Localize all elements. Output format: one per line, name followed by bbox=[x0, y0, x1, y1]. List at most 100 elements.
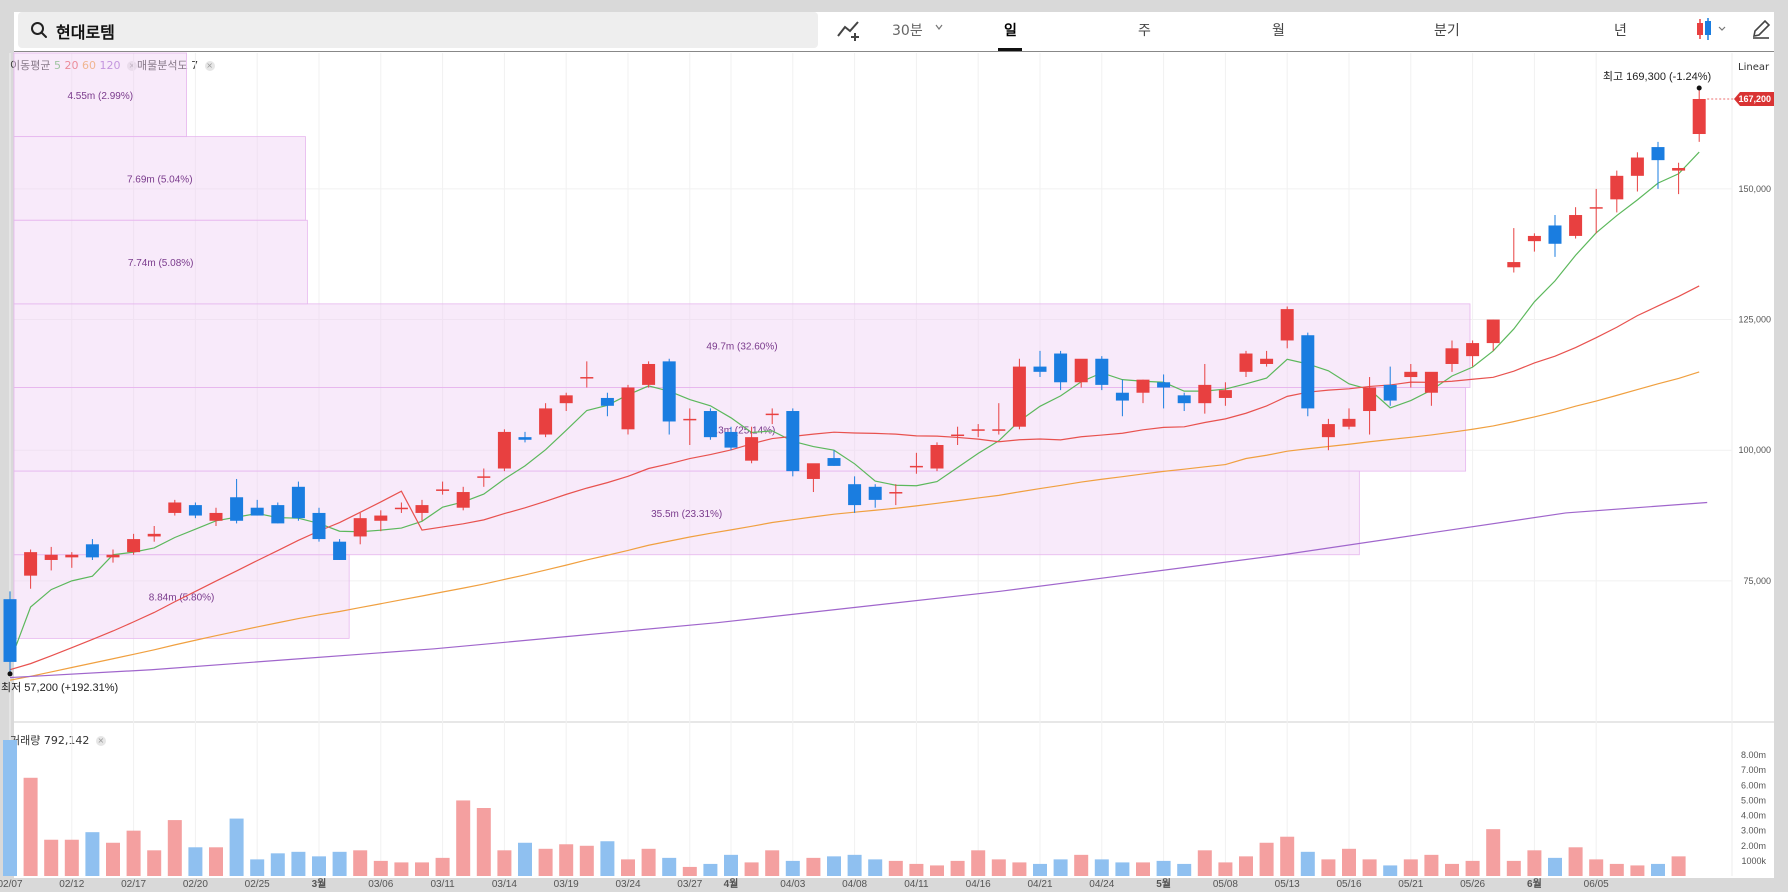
volume-bar bbox=[106, 842, 120, 876]
candle-body bbox=[1177, 395, 1191, 404]
volume-bar bbox=[579, 845, 594, 876]
volume-bar bbox=[270, 853, 285, 876]
candle-body bbox=[1630, 157, 1644, 176]
volume-bar bbox=[682, 866, 697, 876]
volume-bar bbox=[765, 850, 780, 876]
volume-bar bbox=[909, 863, 924, 876]
volume-bar bbox=[888, 860, 903, 876]
candle-body bbox=[1301, 335, 1315, 409]
chevron-down-icon[interactable] bbox=[934, 22, 944, 32]
stock-name[interactable]: 현대로템 bbox=[56, 23, 115, 42]
volume-bar bbox=[1300, 851, 1315, 876]
x-tick-label: 03/19 bbox=[554, 879, 579, 890]
volume-bar bbox=[85, 832, 100, 876]
volume-bar bbox=[497, 850, 512, 876]
x-tick-label: 03/06 bbox=[368, 879, 393, 890]
volume-profile-label: 38.3m (25.14%) bbox=[704, 425, 775, 436]
scale-mode-toggle[interactable]: Linear bbox=[1738, 62, 1770, 73]
candle-body bbox=[44, 554, 58, 560]
tab-day[interactable]: 일 bbox=[1004, 23, 1017, 39]
volume-bar bbox=[312, 856, 326, 876]
high-marker bbox=[1696, 85, 1702, 91]
volume-bar bbox=[662, 857, 677, 876]
candle-body bbox=[250, 507, 264, 516]
ma-5-label: 5 bbox=[53, 59, 61, 72]
pencil-icon[interactable] bbox=[1750, 18, 1772, 40]
close-icon[interactable]: × bbox=[126, 61, 137, 71]
candle-body bbox=[3, 599, 17, 662]
candle-body bbox=[188, 505, 202, 516]
volume-profile-bar bbox=[13, 136, 306, 221]
tab-quarter[interactable]: 분기 bbox=[1434, 23, 1460, 39]
candle-body bbox=[745, 437, 759, 461]
candle-body bbox=[662, 361, 676, 422]
volume-bar bbox=[1671, 856, 1686, 876]
volume-bar bbox=[950, 860, 965, 876]
candle-body bbox=[394, 507, 408, 510]
volume-bar bbox=[1589, 859, 1604, 876]
candle-body bbox=[1342, 418, 1356, 427]
volume-profile-label: 49.7m (32.60%) bbox=[706, 342, 777, 353]
candlestick-icon[interactable] bbox=[1694, 16, 1730, 42]
volume-bar bbox=[559, 844, 574, 876]
volume-label: 거래량 792,142 bbox=[10, 734, 90, 747]
indicator-add-icon[interactable] bbox=[836, 18, 862, 42]
volume-bar bbox=[23, 777, 38, 876]
x-tick-label: 04/03 bbox=[780, 879, 805, 890]
stock-search-box[interactable]: 현대로템 bbox=[18, 12, 818, 48]
x-tick-label: 02/17 bbox=[121, 879, 146, 890]
candle-body bbox=[436, 489, 450, 491]
candle-body bbox=[168, 502, 182, 513]
x-tick-label: 5월 bbox=[1156, 878, 1171, 890]
volume-bar bbox=[1218, 862, 1233, 876]
candle-body bbox=[1383, 384, 1397, 401]
interval-selector[interactable]: 30분 bbox=[892, 23, 923, 39]
volume-bar bbox=[703, 863, 718, 876]
candle-body bbox=[1198, 384, 1212, 404]
volume-bar bbox=[147, 850, 162, 876]
volume-bar bbox=[518, 842, 532, 876]
price-tick-label: 150,000 bbox=[1738, 184, 1771, 194]
candle-body bbox=[580, 377, 594, 379]
candle-body bbox=[1157, 382, 1171, 388]
volume-profile: 4.55m (2.99%) 7.69m (5.04%) 7.74m (5.08%) 4… bbox=[13, 52, 1471, 639]
candle-body bbox=[1321, 424, 1335, 438]
tab-week[interactable]: 주 bbox=[1138, 23, 1151, 39]
candle-body bbox=[1095, 358, 1109, 385]
last-price-value: 167,200 bbox=[1738, 94, 1771, 104]
volume-bar bbox=[188, 847, 203, 876]
volume-bar bbox=[744, 862, 759, 876]
x-tick-label: 02/20 bbox=[183, 879, 208, 890]
close-icon[interactable]: × bbox=[95, 736, 106, 746]
volume-bar bbox=[415, 862, 429, 876]
candle-body bbox=[353, 518, 367, 537]
low-marker bbox=[7, 671, 13, 677]
candle-body bbox=[127, 539, 141, 553]
volume-bar bbox=[1033, 863, 1047, 876]
candle-body bbox=[1260, 358, 1274, 364]
candle-body bbox=[930, 444, 944, 469]
tab-month[interactable]: 월 bbox=[1272, 23, 1285, 39]
candle-body bbox=[868, 486, 882, 500]
x-tick-label: 04/16 bbox=[966, 879, 991, 890]
volume-tick-label: 6.00m bbox=[1741, 780, 1766, 790]
x-tick-label: 04/24 bbox=[1089, 879, 1114, 890]
x-tick-label: 06/05 bbox=[1584, 879, 1609, 890]
x-tick-label: 02/25 bbox=[245, 879, 270, 890]
candle-body bbox=[147, 533, 161, 537]
volume-profile-bar bbox=[13, 219, 308, 305]
volume-profile-bar bbox=[13, 52, 187, 138]
price-tick-label: 100,000 bbox=[1738, 445, 1771, 455]
chart-toolbar: 현대로템 30분 일 주 월 분기 년 bbox=[14, 12, 1774, 52]
volume-bar bbox=[250, 859, 265, 876]
candle-body bbox=[1569, 215, 1583, 236]
price-tick-label: 75,000 bbox=[1743, 576, 1771, 586]
volume-bars bbox=[3, 740, 1686, 876]
volume-bar bbox=[1609, 863, 1624, 876]
close-icon[interactable]: × bbox=[204, 61, 215, 71]
search-icon[interactable] bbox=[30, 21, 48, 39]
tab-year[interactable]: 년 bbox=[1614, 23, 1627, 39]
volume-profile-label: 7.69m (5.04%) bbox=[127, 174, 193, 185]
volume-bar bbox=[1094, 859, 1109, 876]
